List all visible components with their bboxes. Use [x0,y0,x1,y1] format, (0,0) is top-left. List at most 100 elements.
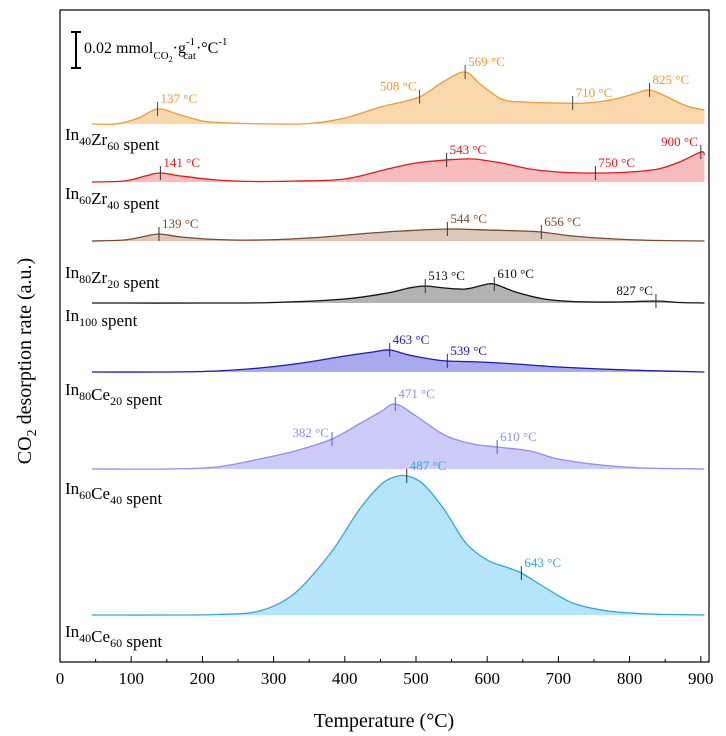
peak-label: 471 °C [398,386,435,401]
peak-label: 463 °C [393,332,430,347]
peak-label: 643 °C [524,555,561,570]
sample-label-part: 60 [110,636,122,650]
sample-label-part: In [65,622,80,641]
sample-label-part: spent [97,311,137,330]
series-4: 513 °C 610 °C 827 °C [91,266,705,308]
series-area [92,403,705,470]
sample-label-part: 80 [79,272,91,286]
sample-label: In40Ce60 spent [65,622,162,651]
series-6: 382 °C 471 °C 610 °C [91,386,705,470]
sample-label-part: 60 [79,193,91,207]
x-tick-label: 0 [56,669,65,688]
sample-label-part: spent [122,632,162,651]
sample-label-part: 20 [110,394,122,408]
peak-label: 139 °C [162,216,199,231]
sample-label-part: 20 [107,277,119,291]
sample-label-part: 60 [79,488,91,502]
sample-label: In80Zr20 spent [65,263,160,292]
sample-label: In100 spent [65,306,138,330]
sample-label-part: spent [119,135,159,154]
peak-label: 825 °C [653,72,690,87]
sample-label-part: In [65,479,80,498]
sample-label-part: In [65,184,80,203]
sample-label: In40Zr60 spent [65,125,160,154]
peak-label: 141 °C [163,155,200,170]
peak-label: 610 °C [500,429,537,444]
peak-label: 543 °C [450,142,487,157]
sample-label: In60Ce40 spent [65,479,162,508]
x-tick-label: 900 [688,669,714,688]
series-line [91,474,705,616]
series-5: 463 °C 539 °C [91,332,705,373]
sample-label-part: Zr [91,268,107,287]
sample-label-part: 60 [107,139,119,153]
sample-label-part: Ce [91,484,110,503]
peak-label: 750 °C [598,155,635,170]
sample-label-part: spent [122,390,162,409]
x-tick-label: 400 [332,669,358,688]
sample-label-part: In [65,263,80,282]
sample-label-part: In [65,125,80,144]
x-tick-label: 300 [261,669,287,688]
x-tick-label: 800 [617,669,643,688]
x-tick-label: 700 [546,669,572,688]
peak-label: 487 °C [410,458,447,473]
series-layer: 137 °C 508 °C 569 °C 710 °C 825 °C 141 °C 543 … [91,54,705,616]
peak-label: 656 °C [544,214,581,229]
x-tick-label: 500 [403,669,429,688]
sample-label-part: spent [119,194,159,213]
peak-label: 544 °C [450,211,487,226]
sample-label-part: Ce [91,627,110,646]
sample-label: In60Zr40 spent [65,184,160,213]
series-line [91,403,705,470]
x-axis: 0 100 200 300 400 500 600 700 800 900 [56,656,714,688]
peak-label: 710 °C [576,85,613,100]
peak-label: 827 °C [616,283,653,298]
peak-label: 610 °C [497,266,534,281]
x-tick-label: 600 [474,669,500,688]
sample-label-part: spent [119,273,159,292]
series-area [92,283,705,304]
sample-label-part: 80 [79,389,91,403]
scale-bar-label: 0.02 mmolCO2·g-1 cat·°C-1 [84,36,228,64]
x-tick-label: 200 [190,669,216,688]
sample-label-part: Zr [91,189,107,208]
peak-label: 900 °C [661,134,698,149]
sample-label-part: In [65,380,80,399]
x-axis-title: Temperature (°C) [314,710,454,732]
series-line [91,228,705,242]
series-3: 139 °C 544 °C 656 °C [91,211,705,242]
sample-label-part: 40 [110,493,122,507]
sample-label-part: 40 [79,134,91,148]
series-2: 141 °C 543 °C 750 °C 900 °C [91,134,705,183]
peak-label: 569 °C [468,54,505,69]
peak-label: 137 °C [161,91,198,106]
sample-label-part: In [65,306,80,325]
peak-label: 539 °C [450,343,487,358]
sample-label-part: 40 [107,198,119,212]
scale-bar: 0.02 mmolCO2·g-1 cat·°C-1 [71,31,228,69]
sample-label-part: spent [122,489,162,508]
series-7: 487 °C 643 °C [91,458,705,616]
scale-bar-value: 0.02 [84,40,112,57]
series-area [92,228,705,241]
series-area [92,71,705,125]
sample-label-part: Zr [91,130,107,149]
plot-frame [59,9,710,663]
series-line [91,71,705,125]
series-line [91,349,705,373]
sample-label-part: Ce [91,385,110,404]
x-tick-label: 100 [118,669,144,688]
peak-label: 508 °C [380,79,417,94]
sample-label: In80Ce20 spent [65,380,162,409]
series-line [91,151,705,183]
peak-label: 513 °C [428,268,465,283]
sample-label-part: 40 [79,631,91,645]
sample-label-part: 100 [79,315,97,329]
y-axis-title: CO2 desorption rate (a.u.) [14,258,40,464]
series-1: 137 °C 508 °C 569 °C 710 °C 825 °C [91,54,705,125]
series-line [91,282,705,304]
series-area [92,349,705,373]
